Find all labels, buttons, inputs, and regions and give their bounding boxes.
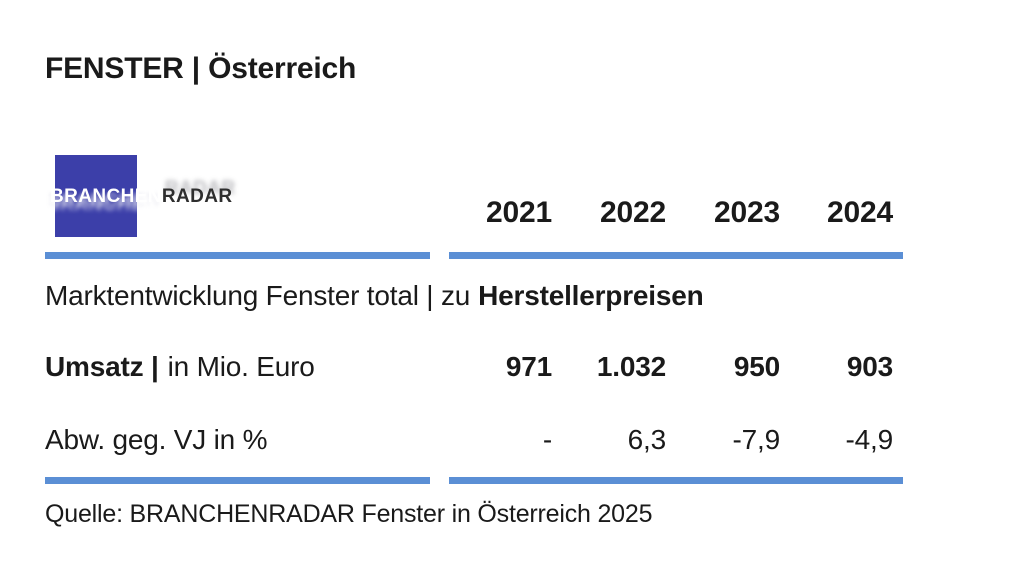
row-label-umsatz-unit: in Mio. Euro: [167, 351, 315, 382]
abweichung-value-2023: -7,9: [732, 424, 781, 455]
section-title-regular: Marktentwicklung Fenster total | zu: [45, 280, 471, 311]
divider-bottom-left-segment: [45, 477, 430, 484]
umsatz-value-2023: 950: [733, 351, 780, 382]
umsatz-value-2024: 903: [846, 351, 893, 382]
year-header-row: 2021 2022 2023 2024: [0, 196, 1024, 232]
divider-top: [0, 252, 1024, 259]
year-header-2023: 2023: [714, 196, 780, 229]
year-header-2021: 2021: [486, 196, 552, 229]
section-title: Marktentwicklung Fenster total | zu Herst…: [45, 280, 704, 312]
logo-square: [55, 155, 137, 237]
branchenradar-logo: BRANCHENRADAR: [50, 155, 232, 237]
year-header-2022: 2022: [600, 196, 666, 229]
row-label-umsatz: Umsatz | in Mio. Euro: [45, 351, 315, 383]
year-header-2024: 2024: [827, 196, 893, 229]
divider-bottom: [0, 477, 1024, 484]
table-row-abweichung: Abw. geg. VJ in % - 6,3 -7,9 -4,9: [0, 424, 1024, 460]
abweichung-value-2024: -4,9: [845, 424, 894, 455]
table-row-umsatz: Umsatz | in Mio. Euro 971 1.032 950 903: [0, 351, 1024, 387]
divider-top-right-segment: [449, 252, 903, 259]
umsatz-value-2022: 1.032: [596, 351, 666, 382]
logo-text-radar: RADAR: [161, 186, 233, 207]
page-title: FENSTER | Österreich: [45, 52, 357, 85]
abweichung-value-2022: 6,3: [627, 424, 667, 455]
row-label-abweichung: Abw. geg. VJ in %: [45, 424, 267, 456]
section-title-bold: Herstellerpreisen: [478, 280, 704, 311]
abweichung-value-2021: -: [542, 424, 552, 455]
divider-bottom-right-segment: [449, 477, 903, 484]
divider-top-left-segment: [45, 252, 430, 259]
logo-wordmark: BRANCHENRADAR: [50, 186, 233, 208]
source-line: Quelle: BRANCHENRADAR Fenster in Österre…: [45, 500, 653, 528]
umsatz-value-2021: 971: [505, 351, 552, 382]
logo-text-branchen: BRANCHEN: [50, 186, 162, 207]
row-label-umsatz-bold: Umsatz |: [45, 351, 159, 382]
row-label-abweichung-text: Abw. geg. VJ in %: [45, 424, 268, 455]
